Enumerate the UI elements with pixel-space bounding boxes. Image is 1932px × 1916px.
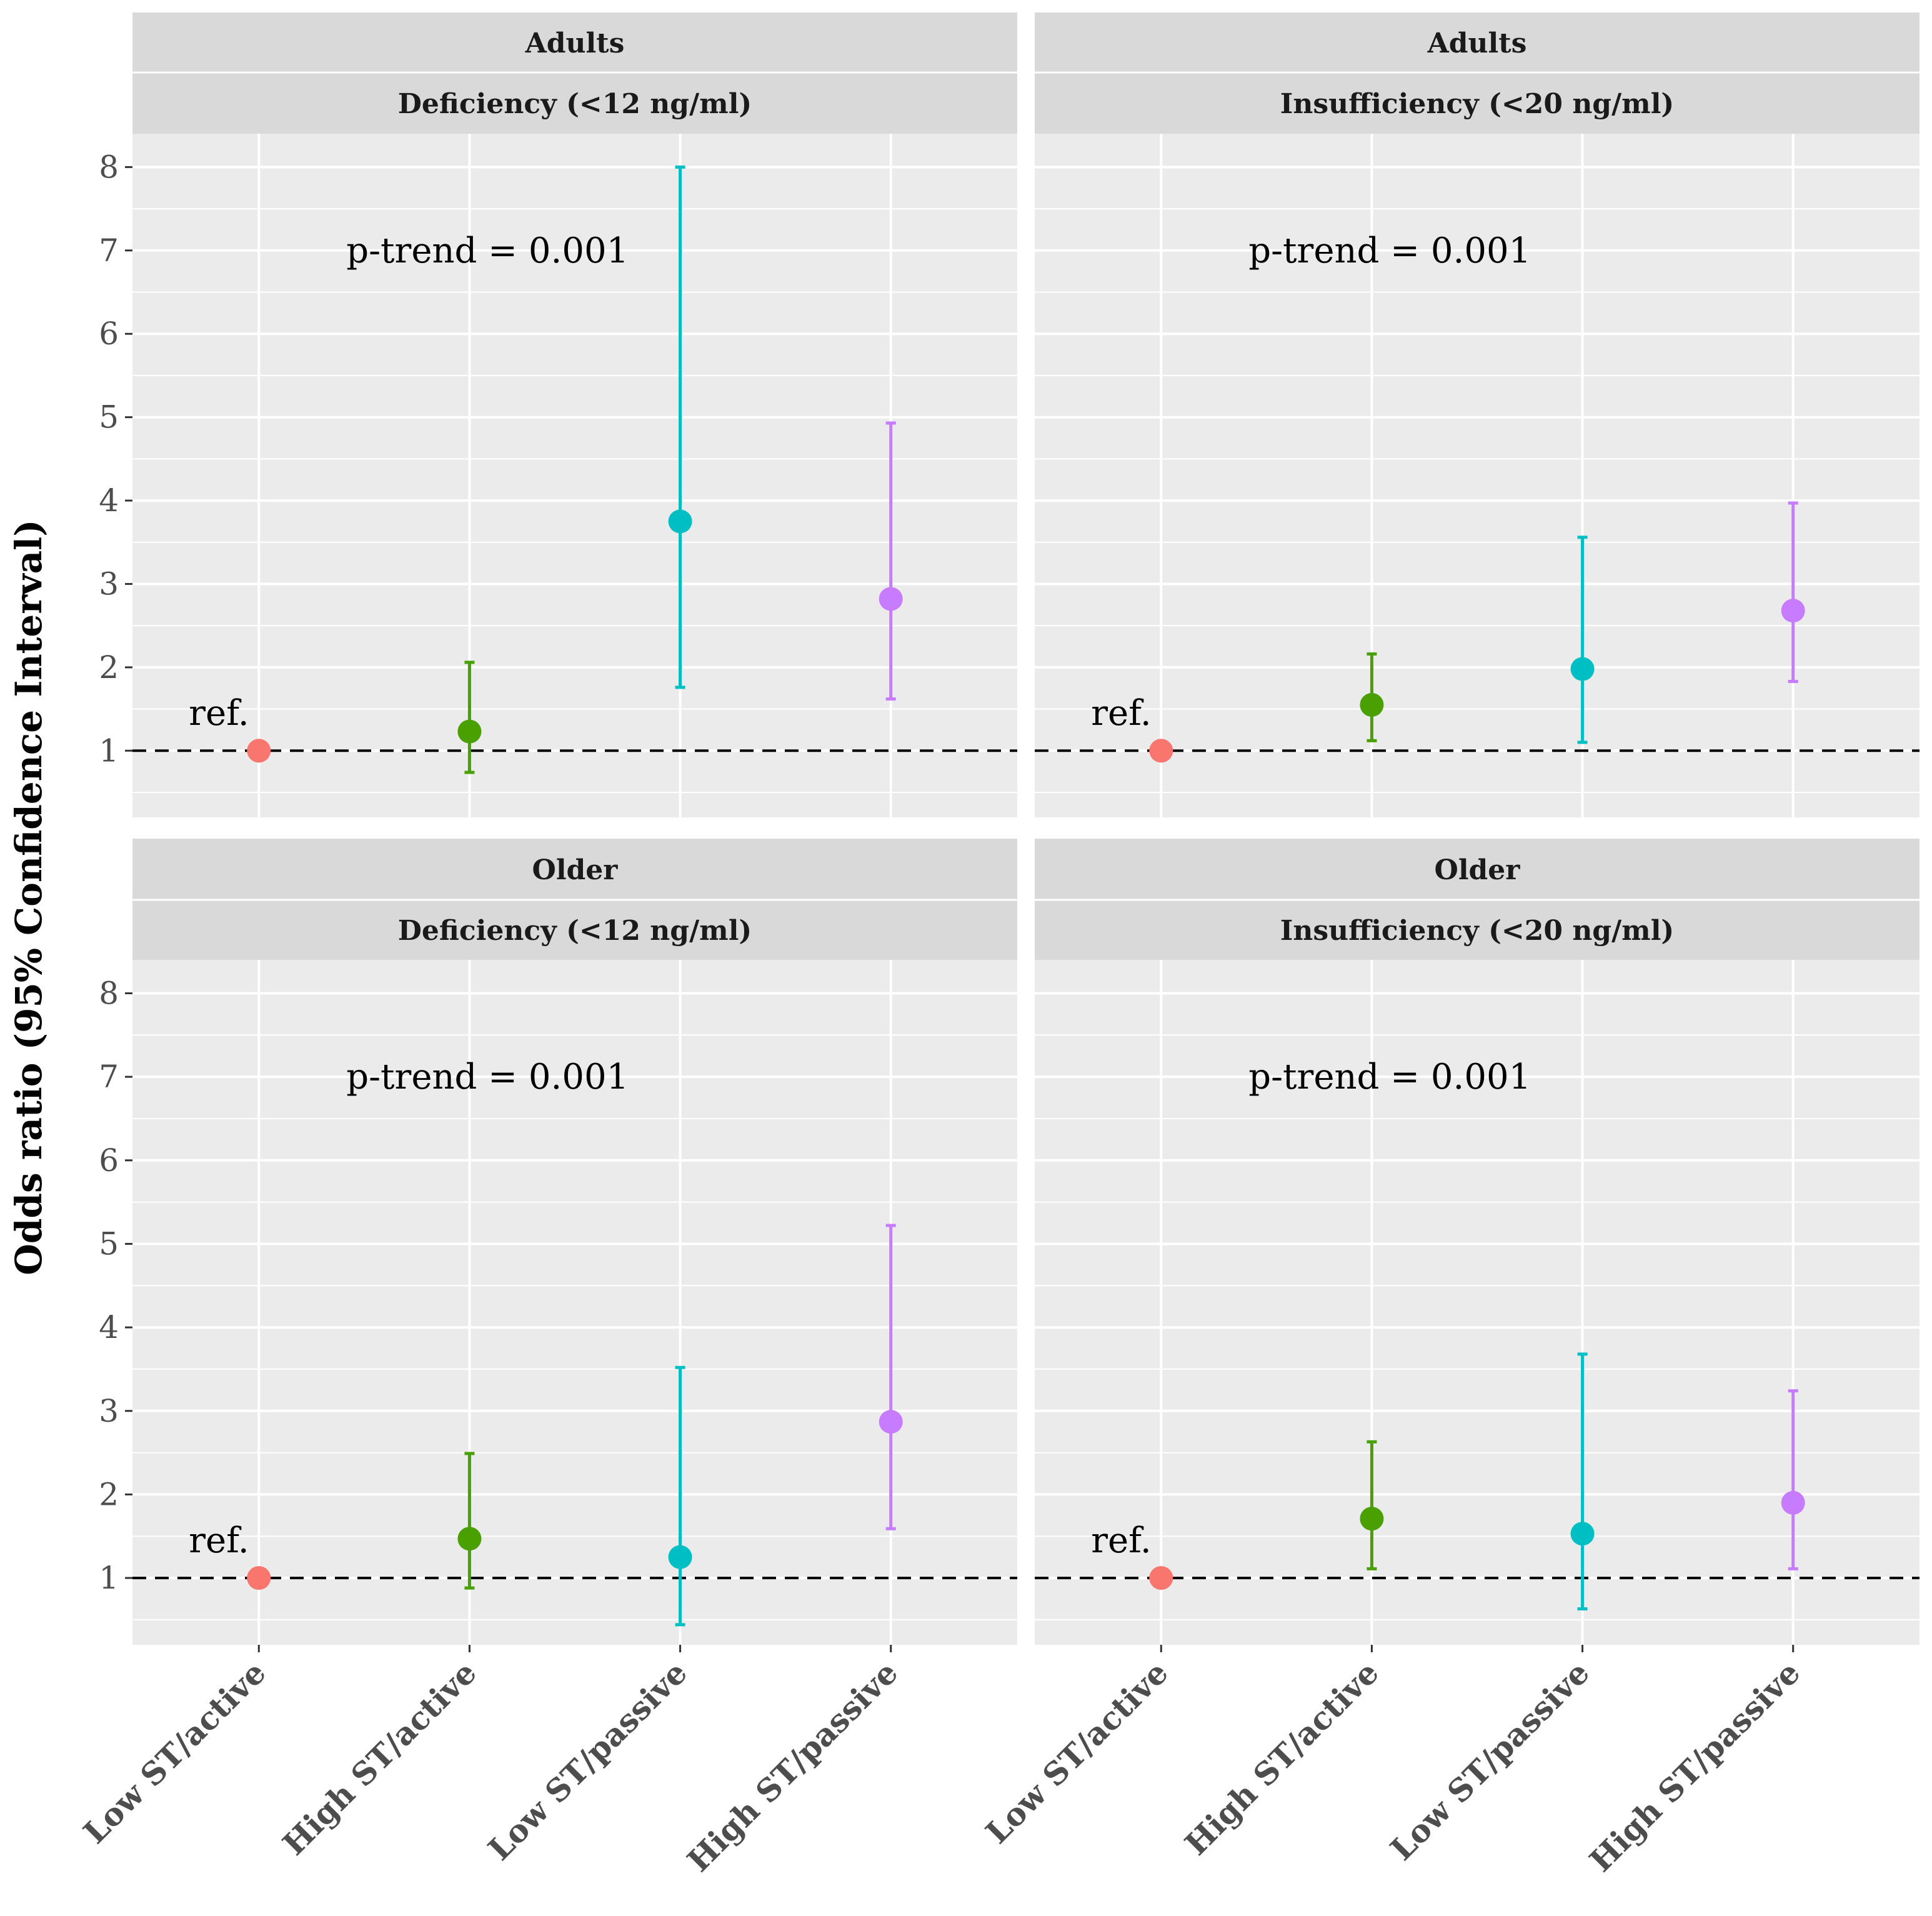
point-high-st-active <box>457 1527 482 1551</box>
point-low-st-passive <box>668 509 692 534</box>
y-tick-label: 1 <box>99 1560 119 1596</box>
point-high-st-active <box>457 719 482 744</box>
point-high-st-active <box>1360 1507 1384 1531</box>
strip-bottom-bg <box>1035 72 1920 134</box>
strip-bottom-bg <box>132 900 1017 960</box>
x-tick-label-low-st-active: Low ST/active <box>76 1654 273 1851</box>
p-trend-annotation: p-trend = 0.001 <box>346 1057 629 1097</box>
point-low-st-passive <box>668 1545 692 1569</box>
x-tick-label-high-st-active: High ST/active <box>1178 1654 1386 1862</box>
strip-bottom-bg <box>132 72 1017 134</box>
ref-label: ref. <box>1091 1520 1151 1561</box>
panel-2: Adults Insufficiency (<20 ng/ml) p-trend =… <box>1035 12 1920 817</box>
strip-label-top: Older <box>532 854 619 886</box>
y-tick-label: 8 <box>99 149 119 185</box>
y-tick-label: 4 <box>99 482 119 519</box>
y-tick-label: 6 <box>99 316 119 352</box>
strip-label-top: Older <box>1435 854 1521 886</box>
plot-background <box>1035 960 1920 1645</box>
point-low-st-active <box>1149 739 1173 763</box>
strip-label-top: Adults <box>1427 27 1527 59</box>
p-trend-annotation: p-trend = 0.001 <box>1248 1057 1531 1097</box>
y-tick-label: 5 <box>99 1225 119 1262</box>
p-trend-annotation: p-trend = 0.001 <box>346 231 629 271</box>
x-tick-label-low-st-active: Low ST/active <box>978 1654 1175 1851</box>
strip-top-bg <box>132 12 1017 72</box>
x-tick-label-low-st-passive: Low ST/passive <box>1383 1654 1596 1868</box>
strip-label-bottom: Insufficiency (<20 ng/ml) <box>1280 88 1674 120</box>
y-tick-label: 3 <box>99 1393 119 1429</box>
y-tick-label: 7 <box>99 1059 119 1095</box>
point-low-st-active <box>247 1566 271 1590</box>
y-tick-label: 4 <box>99 1309 119 1345</box>
ref-label: ref. <box>1091 693 1151 734</box>
plot-background <box>132 134 1017 817</box>
panels-layer: Adults Deficiency (<12 ng/ml) 1 2 3 4 5 6 7 8 p-tr… <box>76 12 1920 1879</box>
y-tick-label: 7 <box>99 232 119 269</box>
y-tick-label: 6 <box>99 1142 119 1179</box>
point-low-st-active <box>247 739 271 763</box>
y-tick-label: 1 <box>99 732 119 769</box>
strip-top-bg <box>1035 12 1920 72</box>
point-low-st-active <box>1149 1566 1173 1590</box>
p-trend-annotation: p-trend = 0.001 <box>1248 231 1531 271</box>
point-high-st-active <box>1360 692 1384 717</box>
y-tick-label: 3 <box>99 566 119 602</box>
y-tick-label: 2 <box>99 649 119 686</box>
panel-4: Older Insufficiency (<20 ng/ml) Low ST/act… <box>978 839 1920 1879</box>
y-tick-label: 8 <box>99 975 119 1011</box>
strip-label-bottom: Insufficiency (<20 ng/ml) <box>1280 915 1674 947</box>
y-axis-label: Odds ratio (95% Confidence Interval) <box>7 519 50 1275</box>
ref-label: ref. <box>189 1520 249 1561</box>
ref-label: ref. <box>189 693 249 734</box>
strip-top-bg <box>132 839 1017 900</box>
x-tick-label-high-st-passive: High ST/passive <box>680 1654 905 1879</box>
plot-background <box>132 960 1017 1645</box>
point-low-st-passive <box>1570 657 1595 681</box>
point-high-st-passive <box>879 1410 903 1434</box>
point-high-st-passive <box>879 587 903 611</box>
x-tick-label-high-st-active: High ST/active <box>276 1654 484 1862</box>
point-high-st-passive <box>1781 599 1805 623</box>
point-high-st-passive <box>1781 1490 1805 1515</box>
strip-label-top: Adults <box>525 27 625 59</box>
strip-label-bottom: Deficiency (<12 ng/ml) <box>398 915 752 947</box>
strip-bottom-bg <box>1035 900 1920 960</box>
x-tick-label-low-st-passive: Low ST/passive <box>481 1654 694 1868</box>
point-low-st-passive <box>1570 1522 1595 1546</box>
panel-1: Adults Deficiency (<12 ng/ml) 1 2 3 4 5 6 7 8 p-tr… <box>99 12 1017 817</box>
x-tick-label-high-st-passive: High ST/passive <box>1582 1654 1807 1879</box>
y-tick-label: 5 <box>99 399 119 436</box>
plot-background <box>1035 134 1920 817</box>
strip-label-bottom: Deficiency (<12 ng/ml) <box>398 88 752 120</box>
strip-top-bg <box>1035 839 1920 900</box>
panel-3: Older Deficiency (<12 ng/ml) 1 2 3 4 5 6 7 8 Low S… <box>76 839 1017 1879</box>
y-tick-label: 2 <box>99 1476 119 1512</box>
